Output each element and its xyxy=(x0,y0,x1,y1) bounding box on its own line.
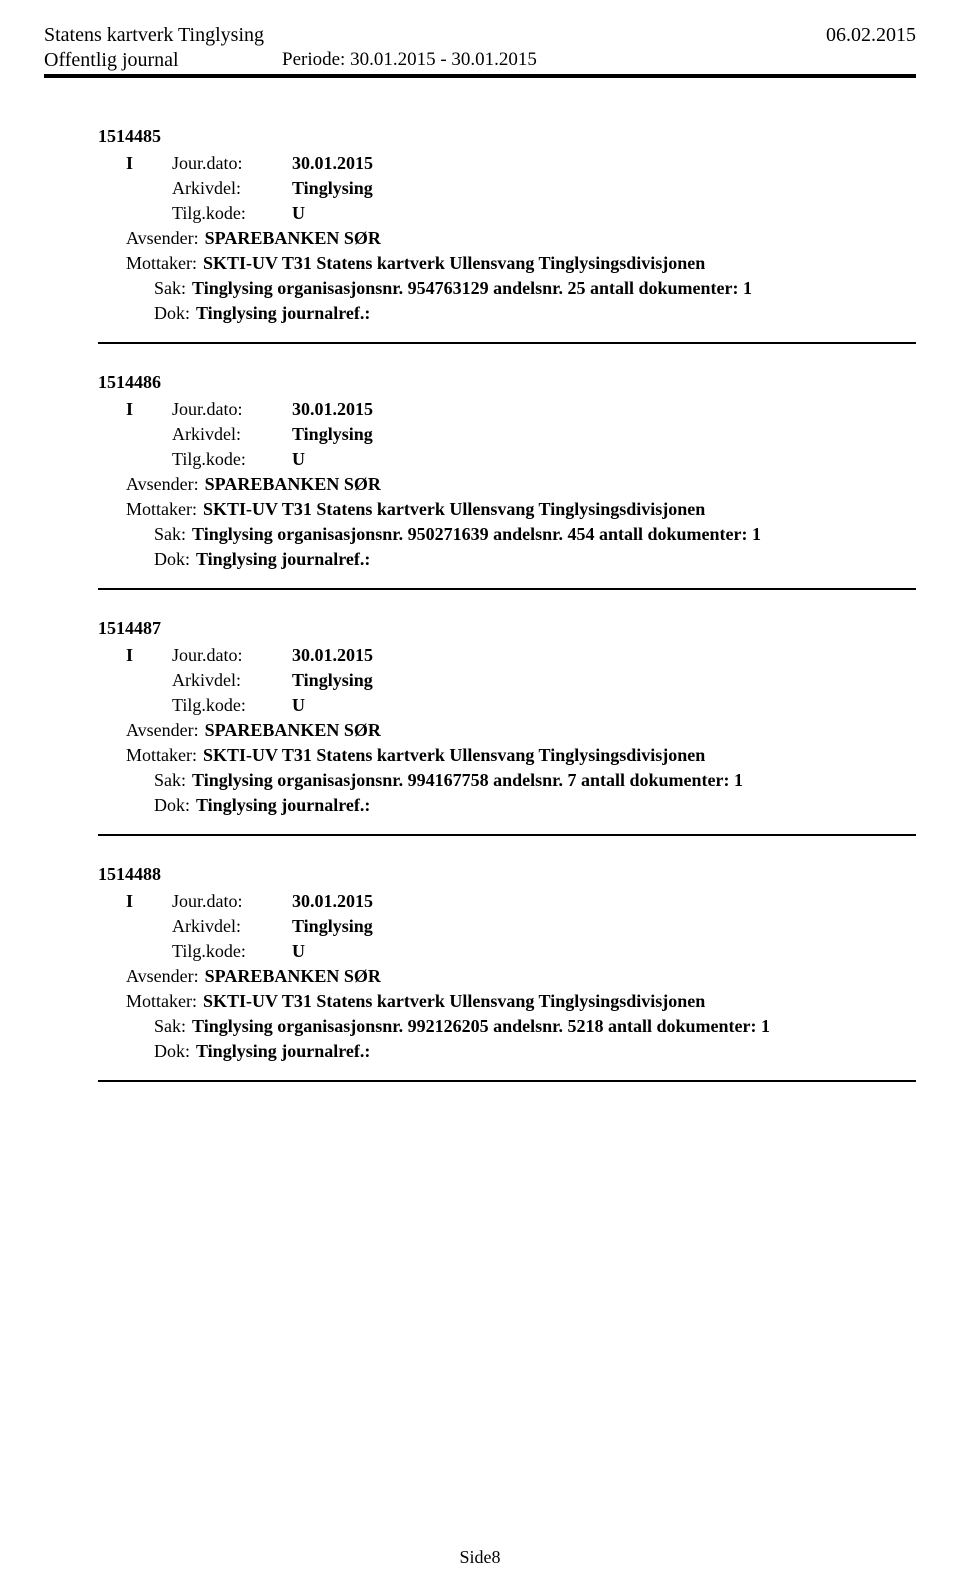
entry-id: 1514486 xyxy=(98,372,916,393)
tilgkode-label: Tilg.kode: xyxy=(172,695,292,716)
avsender-value: SPAREBANKEN SØR xyxy=(205,966,381,987)
period-value: 30.01.2015 - 30.01.2015 xyxy=(350,49,537,70)
mottaker-label: Mottaker: xyxy=(126,991,197,1012)
header-period: Periode: 30.01.2015 - 30.01.2015 xyxy=(282,49,537,72)
entry-divider xyxy=(98,588,916,590)
mottaker-value: SKTI-UV T31 Statens kartverk Ullensvang … xyxy=(203,499,705,520)
avsender-label: Avsender: xyxy=(126,228,199,249)
arkivdel-value: Tinglysing xyxy=(292,916,373,937)
entry-type: I xyxy=(126,399,172,420)
dok-value: Tinglysing journalref.: xyxy=(196,549,370,570)
dok-value: Tinglysing journalref.: xyxy=(196,303,370,324)
jour-dato-label: Jour.dato: xyxy=(172,153,292,174)
entry-type: I xyxy=(126,645,172,666)
jour-dato-value: 30.01.2015 xyxy=(292,645,373,666)
jour-dato-value: 30.01.2015 xyxy=(292,891,373,912)
entry-id: 1514485 xyxy=(98,126,916,147)
tilgkode-value: U xyxy=(292,449,305,470)
journal-entry: 1514485 I Jour.dato: 30.01.2015 Arkivdel… xyxy=(44,126,916,324)
page-header: Statens kartverk Tinglysing 06.02.2015 O… xyxy=(44,24,916,78)
sak-value: Tinglysing organisasjonsnr. 994167758 an… xyxy=(192,770,743,791)
avsender-label: Avsender: xyxy=(126,966,199,987)
avsender-value: SPAREBANKEN SØR xyxy=(205,720,381,741)
mottaker-value: SKTI-UV T31 Statens kartverk Ullensvang … xyxy=(203,991,705,1012)
journal-entry: 1514486 I Jour.dato: 30.01.2015 Arkivdel… xyxy=(44,372,916,570)
arkivdel-label: Arkivdel: xyxy=(172,424,292,445)
avsender-label: Avsender: xyxy=(126,474,199,495)
dok-value: Tinglysing journalref.: xyxy=(196,1041,370,1062)
tilgkode-label: Tilg.kode: xyxy=(172,203,292,224)
arkivdel-value: Tinglysing xyxy=(292,178,373,199)
arkivdel-value: Tinglysing xyxy=(292,424,373,445)
page-footer: Side8 xyxy=(0,1547,960,1568)
sak-label: Sak: xyxy=(154,278,186,299)
header-subtitle: Offentlig journal xyxy=(44,49,282,72)
entry-type: I xyxy=(126,891,172,912)
journal-entry: 1514488 I Jour.dato: 30.01.2015 Arkivdel… xyxy=(44,864,916,1062)
dok-label: Dok: xyxy=(154,303,190,324)
avsender-value: SPAREBANKEN SØR xyxy=(205,228,381,249)
dok-value: Tinglysing journalref.: xyxy=(196,795,370,816)
mottaker-value: SKTI-UV T31 Statens kartverk Ullensvang … xyxy=(203,253,705,274)
sak-value: Tinglysing organisasjonsnr. 954763129 an… xyxy=(192,278,752,299)
sak-value: Tinglysing organisasjonsnr. 992126205 an… xyxy=(192,1016,770,1037)
jour-dato-label: Jour.dato: xyxy=(172,645,292,666)
entry-id: 1514488 xyxy=(98,864,916,885)
dok-label: Dok: xyxy=(154,1041,190,1062)
arkivdel-label: Arkivdel: xyxy=(172,178,292,199)
jour-dato-value: 30.01.2015 xyxy=(292,399,373,420)
mottaker-label: Mottaker: xyxy=(126,253,197,274)
journal-entry: 1514487 I Jour.dato: 30.01.2015 Arkivdel… xyxy=(44,618,916,816)
arkivdel-label: Arkivdel: xyxy=(172,670,292,691)
entry-divider xyxy=(98,1080,916,1082)
tilgkode-value: U xyxy=(292,941,305,962)
header-date: 06.02.2015 xyxy=(826,24,916,47)
jour-dato-label: Jour.dato: xyxy=(172,891,292,912)
entry-divider xyxy=(98,834,916,836)
page-number: Side8 xyxy=(459,1547,500,1567)
entry-type: I xyxy=(126,153,172,174)
sak-label: Sak: xyxy=(154,770,186,791)
period-label: Periode: xyxy=(282,49,345,70)
sak-label: Sak: xyxy=(154,1016,186,1037)
entry-divider xyxy=(98,342,916,344)
dok-label: Dok: xyxy=(154,549,190,570)
mottaker-label: Mottaker: xyxy=(126,499,197,520)
dok-label: Dok: xyxy=(154,795,190,816)
sak-label: Sak: xyxy=(154,524,186,545)
tilgkode-value: U xyxy=(292,203,305,224)
arkivdel-label: Arkivdel: xyxy=(172,916,292,937)
entries-container: 1514485 I Jour.dato: 30.01.2015 Arkivdel… xyxy=(44,126,916,1082)
tilgkode-value: U xyxy=(292,695,305,716)
sak-value: Tinglysing organisasjonsnr. 950271639 an… xyxy=(192,524,761,545)
tilgkode-label: Tilg.kode: xyxy=(172,449,292,470)
entry-id: 1514487 xyxy=(98,618,916,639)
avsender-value: SPAREBANKEN SØR xyxy=(205,474,381,495)
mottaker-value: SKTI-UV T31 Statens kartverk Ullensvang … xyxy=(203,745,705,766)
avsender-label: Avsender: xyxy=(126,720,199,741)
tilgkode-label: Tilg.kode: xyxy=(172,941,292,962)
header-org-title: Statens kartverk Tinglysing xyxy=(44,24,264,47)
jour-dato-label: Jour.dato: xyxy=(172,399,292,420)
mottaker-label: Mottaker: xyxy=(126,745,197,766)
jour-dato-value: 30.01.2015 xyxy=(292,153,373,174)
arkivdel-value: Tinglysing xyxy=(292,670,373,691)
